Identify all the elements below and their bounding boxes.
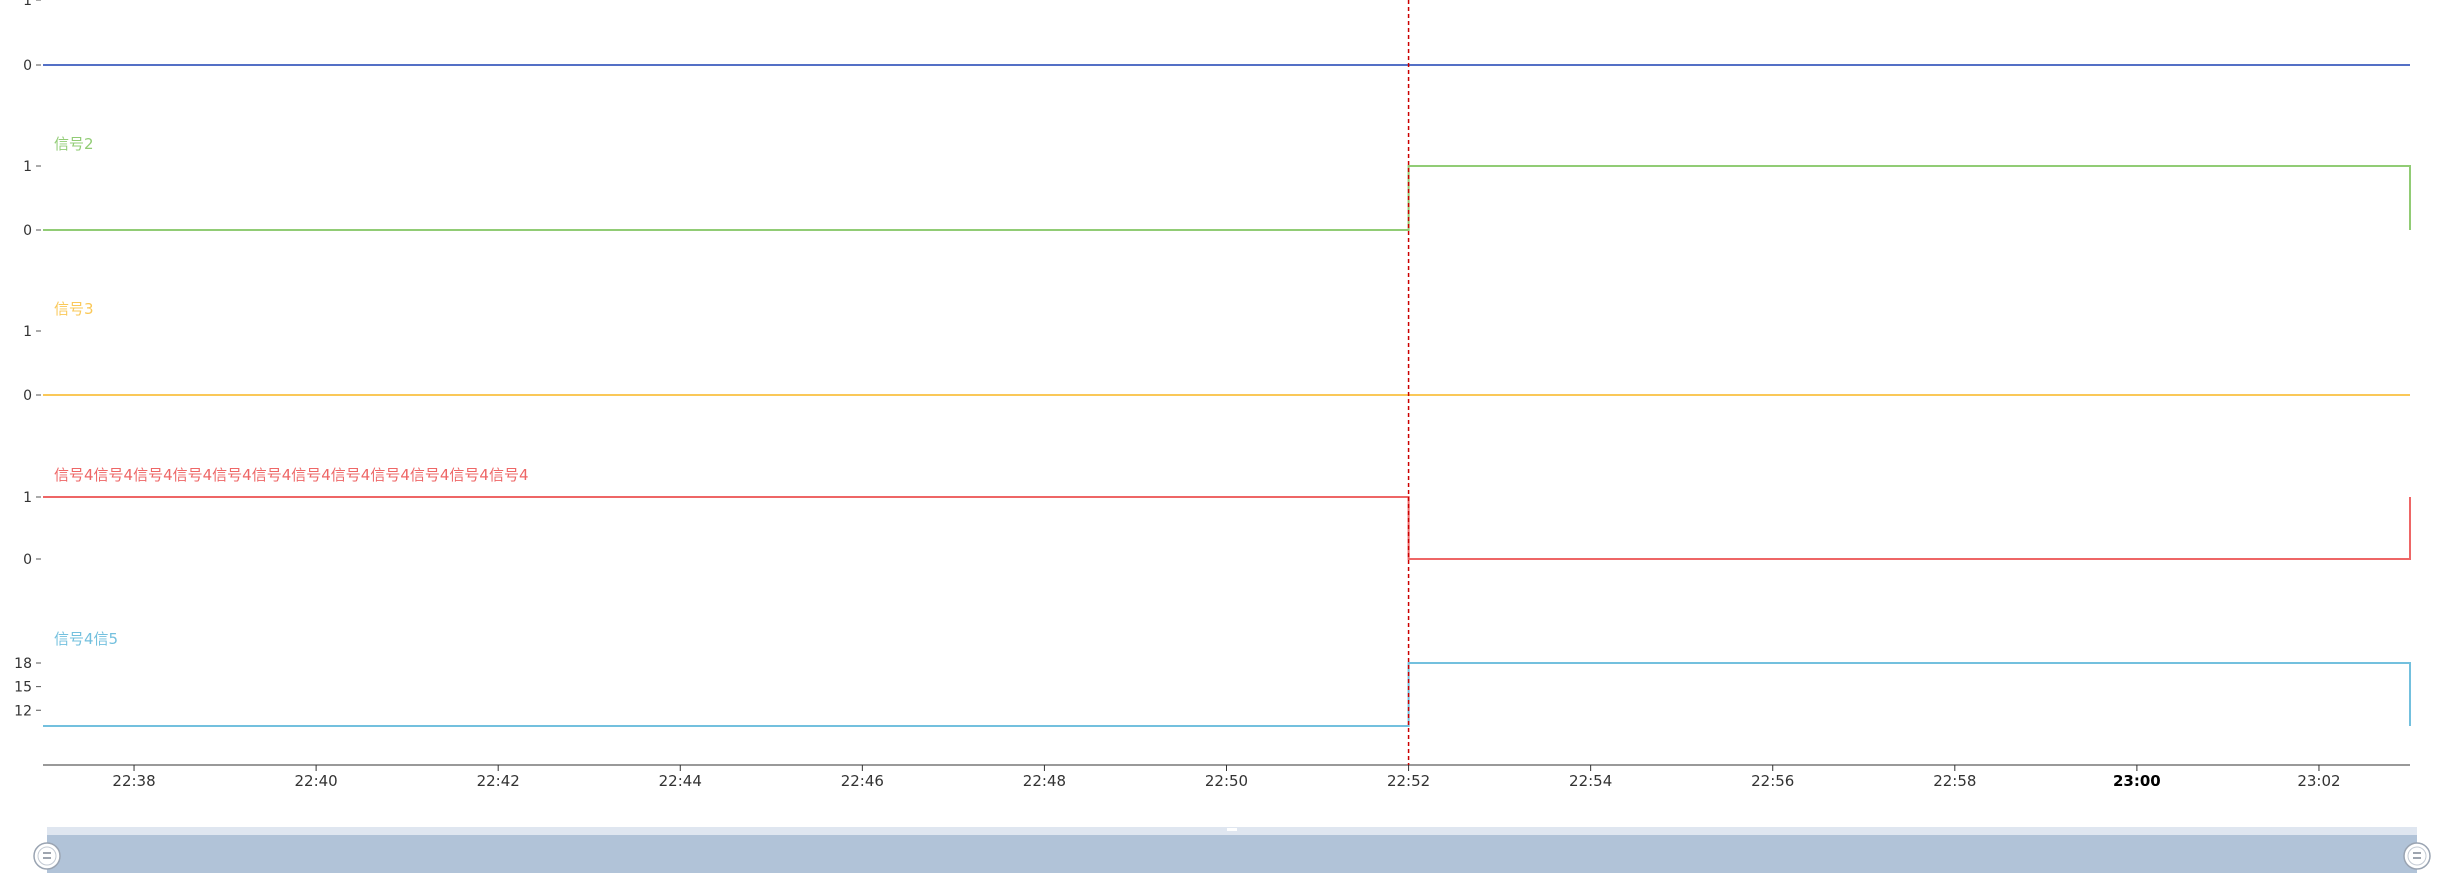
zoom-handle-left[interactable]: [33, 842, 61, 870]
zoom-slider[interactable]: [33, 827, 2431, 873]
y-tick-label: 12: [14, 703, 32, 719]
series-title: 信号4信5: [54, 630, 118, 648]
x-tick-label: 22:48: [1023, 772, 1066, 790]
zoom-handle-right-inner: [2407, 846, 2427, 866]
y-tick-label: 1: [23, 490, 32, 506]
y-tick-label: 1: [23, 159, 32, 175]
series-title: 信号2: [54, 135, 94, 153]
x-tick-label: 23:00: [2113, 772, 2161, 790]
x-tick-label: 22:38: [112, 772, 155, 790]
series-title: 信号4信号4信号4信号4信号4信号4信号4信号4信号4信号4信号4信号4: [54, 466, 529, 484]
series-line: [43, 165, 2411, 231]
zoom-slider-grip: [1227, 828, 1237, 831]
y-tick-label: 1: [23, 324, 32, 340]
series-line: [43, 662, 2411, 727]
x-tick-label: 22:40: [294, 772, 337, 790]
y-tick-label: 0: [23, 58, 32, 74]
y-tick-label: 1: [23, 0, 32, 9]
x-tick-label: 22:54: [1569, 772, 1612, 790]
series-5: 信号4信5 12 15 18: [14, 630, 2411, 727]
zoom-handle-right[interactable]: [2403, 842, 2431, 870]
y-tick-label: 15: [14, 680, 32, 696]
series-4: 信号4信号4信号4信号4信号4信号4信号4信号4信号4信号4信号4信号4 0 1: [23, 466, 2411, 568]
x-tick-label: 22:50: [1205, 772, 1248, 790]
series-line: [43, 496, 2411, 560]
y-tick-label: 18: [14, 656, 32, 672]
x-tick-label: 22:52: [1387, 772, 1430, 790]
x-tick-label: 22:44: [659, 772, 702, 790]
x-tick-label: 23:02: [2297, 772, 2340, 790]
series-3: 信号3 0 1: [23, 300, 2410, 404]
zoom-slider-window: [47, 835, 2417, 873]
zoom-handle-left-inner: [37, 846, 57, 866]
x-tick-label: 22:42: [477, 772, 520, 790]
x-tick-label: 22:46: [841, 772, 884, 790]
y-tick-label: 0: [23, 388, 32, 404]
series-2: 信号2 0 1: [23, 135, 2411, 239]
x-tick-label: 22:58: [1933, 772, 1976, 790]
series-1: 01: [23, 0, 2410, 74]
x-tick-label: 22:56: [1751, 772, 1794, 790]
y-tick-label: 0: [23, 552, 32, 568]
series-title: 信号3: [54, 300, 94, 318]
y-tick-label: 0: [23, 223, 32, 239]
